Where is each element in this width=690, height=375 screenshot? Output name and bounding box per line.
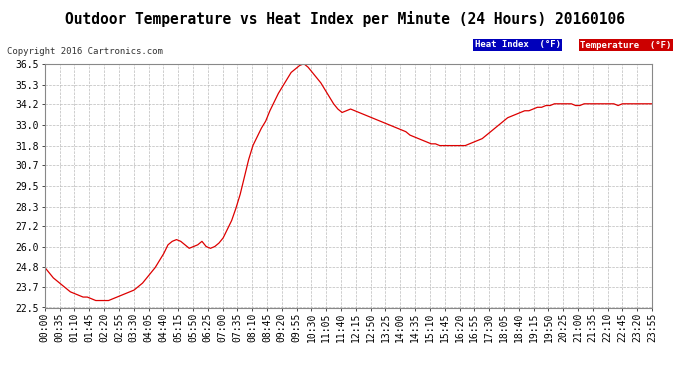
Text: Copyright 2016 Cartronics.com: Copyright 2016 Cartronics.com bbox=[7, 47, 163, 56]
Text: Heat Index  (°F): Heat Index (°F) bbox=[475, 40, 561, 50]
Text: Outdoor Temperature vs Heat Index per Minute (24 Hours) 20160106: Outdoor Temperature vs Heat Index per Mi… bbox=[65, 11, 625, 27]
Text: Temperature  (°F): Temperature (°F) bbox=[580, 40, 672, 50]
